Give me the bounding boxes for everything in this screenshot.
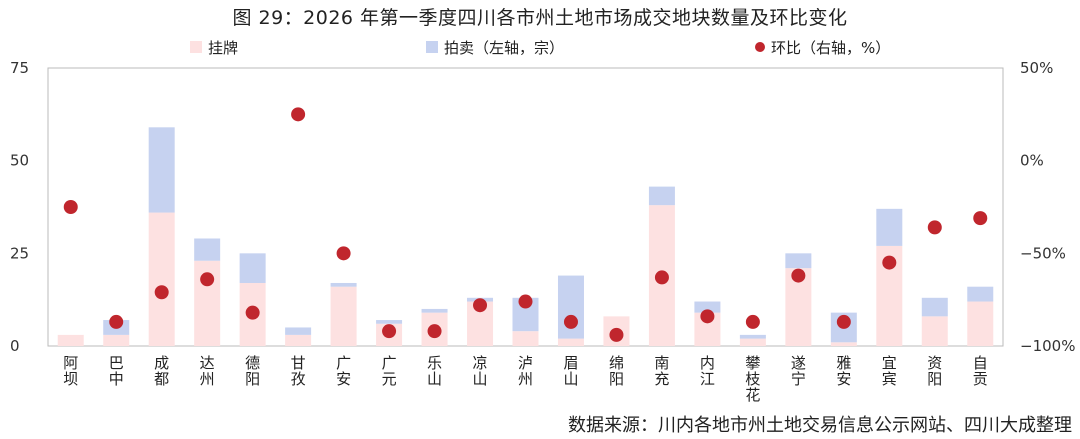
mom-point	[291, 107, 306, 122]
mom-point	[382, 324, 397, 339]
bar-auction	[921, 297, 948, 317]
x-tick-label: 泸州	[518, 354, 533, 388]
x-tick-label: 凉山	[473, 354, 488, 388]
y-right-tick-label: 50%	[1020, 59, 1053, 77]
mom-point	[654, 270, 669, 285]
bar-auction	[285, 327, 312, 335]
x-tick-label: 攀枝花	[745, 354, 760, 404]
mom-point	[109, 314, 124, 329]
mom-point	[63, 200, 78, 214]
mom-point	[791, 268, 806, 283]
x-tick-label: 眉山	[563, 354, 578, 388]
bar-listing	[512, 331, 539, 346]
bar-listing	[103, 334, 130, 346]
mom-point	[245, 305, 260, 320]
bar-auction	[739, 334, 766, 339]
bar-listing	[921, 316, 948, 346]
mom-point	[154, 285, 169, 300]
y-right-tick-label: −50%	[1020, 244, 1066, 262]
x-tick-label: 遂宁	[791, 354, 806, 388]
x-tick-label: 雅安	[836, 354, 851, 388]
x-tick-label: 南充	[654, 354, 669, 388]
mom-point	[609, 327, 624, 342]
mom-point	[200, 272, 215, 287]
source-note: 数据来源：川内各地市州土地交易信息公示网站、四川大成整理	[568, 415, 1072, 436]
mom-point	[700, 309, 715, 324]
mom-point	[882, 255, 897, 270]
legend-label-listing: 挂牌	[208, 39, 238, 57]
y-right-tick-label: −100%	[1020, 337, 1075, 355]
bar-auction	[648, 186, 675, 206]
bar-listing	[739, 338, 766, 346]
legend-label-mom: 环比（右轴，%）	[771, 39, 890, 57]
x-tick-label: 达州	[200, 354, 215, 388]
mom-point	[427, 324, 442, 339]
bar-listing	[57, 334, 84, 346]
bar-listing	[285, 334, 312, 346]
legend-label-auction: 拍卖（左轴，宗）	[444, 39, 564, 57]
bar-listing	[330, 286, 357, 346]
bar-auction	[194, 238, 221, 261]
x-tick-label: 阿坝	[63, 354, 78, 388]
legend-swatch-auction	[426, 41, 438, 53]
y-left-tick-label: 50	[10, 152, 29, 170]
y-left-tick-label: 25	[10, 244, 29, 262]
bar-listing	[148, 212, 175, 346]
mom-point	[563, 314, 578, 329]
x-tick-label: 广安	[336, 354, 351, 388]
x-tick-label: 自贡	[973, 354, 988, 388]
bar-auction	[148, 127, 175, 213]
x-tick-label: 宜宾	[882, 354, 897, 388]
x-tick-label: 绵阳	[609, 354, 624, 388]
x-tick-label: 内江	[700, 354, 715, 388]
mom-point	[473, 298, 488, 313]
mom-point	[518, 294, 533, 309]
mom-point	[836, 314, 851, 329]
y-left-tick-label: 0	[10, 337, 20, 355]
x-tick-label: 巴中	[109, 354, 124, 388]
mom-point	[336, 246, 351, 261]
bar-listing	[557, 338, 584, 346]
bar-auction	[785, 253, 812, 269]
bar-listing	[967, 301, 994, 346]
bar-auction	[967, 286, 994, 302]
bar-auction	[557, 275, 584, 339]
bar-auction	[239, 253, 266, 283]
bar-auction	[330, 282, 357, 287]
x-tick-label: 资阳	[927, 354, 942, 388]
chart-title: 图 29：2026 年第一季度四川各市州土地市场成交地块数量及环比变化	[232, 7, 848, 29]
bar-auction	[694, 301, 721, 313]
y-right-tick-label: 0%	[1020, 152, 1044, 170]
y-left-tick-label: 75	[10, 59, 29, 77]
x-tick-label: 德阳	[245, 354, 260, 388]
bar-listing	[830, 342, 857, 346]
mom-point	[745, 314, 760, 329]
legend-swatch-listing	[190, 41, 202, 53]
mom-point	[927, 220, 942, 235]
x-tick-label: 乐山	[427, 354, 442, 388]
bar-auction	[421, 308, 448, 313]
x-tick-label: 甘孜	[291, 354, 306, 388]
bar-auction	[876, 208, 903, 246]
legend-swatch-mom	[755, 42, 765, 52]
x-tick-label: 成都	[154, 354, 169, 388]
mom-point	[973, 211, 988, 226]
bar-auction	[376, 320, 403, 324]
x-tick-label: 广元	[382, 354, 397, 388]
